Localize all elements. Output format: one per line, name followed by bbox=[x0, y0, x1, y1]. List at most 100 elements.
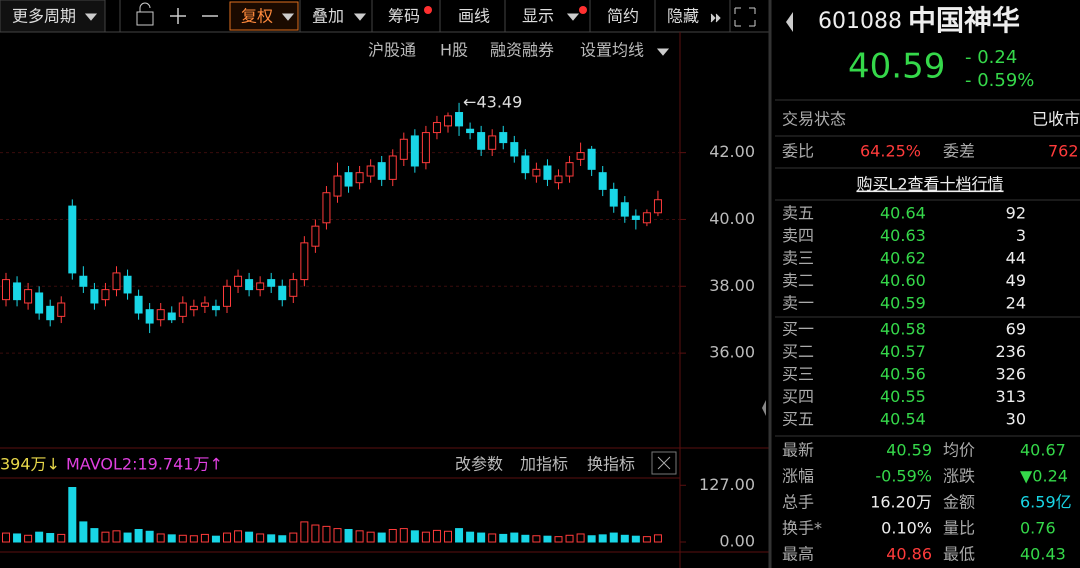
high-annotation: ←43.49 bbox=[463, 92, 522, 111]
sub-toolbar-item[interactable]: 设置均线 bbox=[580, 41, 644, 60]
volume-bar bbox=[432, 529, 441, 543]
volume-bar bbox=[178, 534, 187, 543]
candle-body bbox=[410, 135, 419, 167]
toolbar-item[interactable]: 更多周期 bbox=[12, 7, 76, 26]
stock-code: 601088 bbox=[818, 9, 902, 34]
book-label: 卖一 bbox=[782, 294, 814, 313]
volume-bar bbox=[134, 528, 143, 543]
stat-value: 6.59亿 bbox=[1020, 493, 1072, 512]
candle-body bbox=[311, 225, 320, 247]
book-volume: 49 bbox=[1006, 271, 1026, 290]
toolbar-item[interactable]: 复权 bbox=[241, 7, 273, 26]
book-volume: 44 bbox=[1006, 249, 1026, 268]
back-arrow[interactable] bbox=[786, 12, 793, 32]
candle-body bbox=[521, 155, 530, 174]
candle-body bbox=[35, 292, 44, 314]
volume-bar bbox=[642, 536, 651, 543]
book-volume: 69 bbox=[1006, 320, 1026, 339]
sub-toolbar-item[interactable]: H股 bbox=[440, 41, 468, 60]
candle-body bbox=[101, 289, 110, 301]
book-label: 卖四 bbox=[782, 226, 814, 245]
volume-bar bbox=[57, 533, 66, 543]
book-price: 40.63 bbox=[880, 226, 926, 245]
toolbar-item[interactable]: 显示 bbox=[522, 7, 554, 26]
candle-body bbox=[300, 242, 309, 281]
stat-value: ▼0.24 bbox=[1020, 467, 1068, 486]
candle-body bbox=[344, 172, 353, 187]
book-label: 买五 bbox=[782, 410, 814, 429]
indicator-label: MAVOL2:19.741万↑ bbox=[66, 455, 223, 474]
divider-arrow[interactable] bbox=[762, 50, 766, 416]
book-price: 40.58 bbox=[880, 320, 926, 339]
ratio-label: 委比 bbox=[782, 142, 814, 161]
toolbar-item[interactable]: 筹码 bbox=[388, 7, 420, 26]
candle-body bbox=[554, 175, 563, 184]
candle-body bbox=[421, 132, 430, 164]
close-icon[interactable] bbox=[657, 456, 671, 470]
indicator-label: 394万↓ bbox=[0, 455, 60, 474]
volume-bar bbox=[24, 534, 33, 543]
volume-bar bbox=[123, 532, 132, 543]
toolbar-item[interactable]: 画线 bbox=[458, 7, 490, 26]
last-price: 40.59 bbox=[848, 47, 945, 87]
indicator-button[interactable]: 换指标 bbox=[587, 455, 635, 474]
candle-body bbox=[388, 155, 397, 180]
sub-toolbar-item[interactable]: 沪股通 bbox=[368, 41, 416, 60]
candle-body bbox=[466, 128, 475, 134]
book-label: 卖五 bbox=[782, 204, 814, 223]
volume-bar bbox=[35, 531, 44, 543]
candle-body bbox=[234, 275, 243, 287]
l2-link[interactable]: 购买L2查看十档行情 bbox=[856, 175, 1003, 194]
diff-label: 委差 bbox=[943, 142, 975, 161]
volume-bar bbox=[399, 528, 408, 543]
volume-bar bbox=[554, 536, 563, 543]
book-label: 卖三 bbox=[782, 249, 814, 268]
candle-body bbox=[134, 295, 143, 314]
candle-body bbox=[444, 115, 452, 127]
candle-body bbox=[46, 305, 55, 321]
book-label: 买二 bbox=[782, 342, 814, 361]
volume-bar bbox=[488, 533, 497, 543]
volume-bar bbox=[311, 524, 320, 543]
book-price: 40.56 bbox=[880, 365, 926, 384]
diff: 762 bbox=[1048, 142, 1079, 161]
volume-bar bbox=[90, 528, 99, 543]
toolbar-item[interactable]: 隐藏 bbox=[667, 7, 699, 26]
volume-bar bbox=[510, 532, 519, 543]
stat-value: 40.59 bbox=[886, 441, 932, 460]
candle-body bbox=[256, 282, 265, 291]
stat-value: 40.86 bbox=[886, 545, 932, 564]
book-volume: 30 bbox=[1006, 410, 1026, 429]
candle-body bbox=[609, 188, 618, 207]
volume-bar bbox=[466, 531, 475, 543]
candle-body bbox=[576, 152, 585, 160]
toolbar-item[interactable]: 叠加 bbox=[312, 7, 344, 26]
zoom-icons[interactable] bbox=[170, 8, 218, 24]
candle-body bbox=[156, 309, 165, 321]
candle-body bbox=[499, 132, 508, 144]
toolbar-item[interactable]: 简约 bbox=[607, 7, 639, 26]
volume-bar bbox=[355, 530, 364, 543]
book-volume: 313 bbox=[995, 387, 1026, 406]
volume-bar bbox=[333, 528, 342, 543]
stat-label: 均价 bbox=[943, 441, 975, 460]
candle-body bbox=[322, 192, 331, 224]
stat-label: 量比 bbox=[943, 519, 975, 538]
sub-toolbar-item[interactable]: 融资融券 bbox=[490, 41, 554, 60]
volume-bar bbox=[366, 531, 375, 543]
indicator-button[interactable]: 改参数 bbox=[455, 455, 503, 474]
indicator-button[interactable]: 加指标 bbox=[520, 455, 568, 474]
candle-body bbox=[488, 135, 497, 150]
close-box[interactable] bbox=[651, 451, 677, 475]
candle-body bbox=[631, 215, 640, 220]
fullscreen-icon[interactable] bbox=[734, 7, 756, 27]
book-volume: 3 bbox=[1016, 226, 1026, 245]
volume-bar bbox=[344, 528, 353, 543]
book-price: 40.62 bbox=[880, 249, 926, 268]
volume-bar bbox=[300, 521, 309, 543]
y-tick-label: 0.00 bbox=[719, 532, 755, 551]
stat-label: 最低 bbox=[943, 545, 975, 564]
volume-bar bbox=[477, 532, 486, 543]
candle-body bbox=[223, 285, 231, 307]
lock-icon[interactable] bbox=[136, 2, 154, 26]
